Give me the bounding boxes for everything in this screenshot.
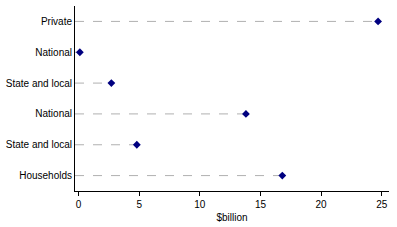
svg-text:Households: Households [19,170,72,181]
svg-text:State and local: State and local [6,139,72,150]
svg-text:State and local: State and local [6,78,72,89]
svg-text:Private: Private [41,16,73,27]
svg-text:National: National [35,108,72,119]
svg-text:5: 5 [136,199,142,210]
svg-text:25: 25 [376,199,388,210]
svg-text:0: 0 [76,199,82,210]
svg-text:20: 20 [316,199,328,210]
svg-text:10: 10 [194,199,206,210]
svg-text:15: 15 [255,199,267,210]
svg-text:National: National [35,47,72,58]
svg-text:$billion: $billion [216,212,247,223]
